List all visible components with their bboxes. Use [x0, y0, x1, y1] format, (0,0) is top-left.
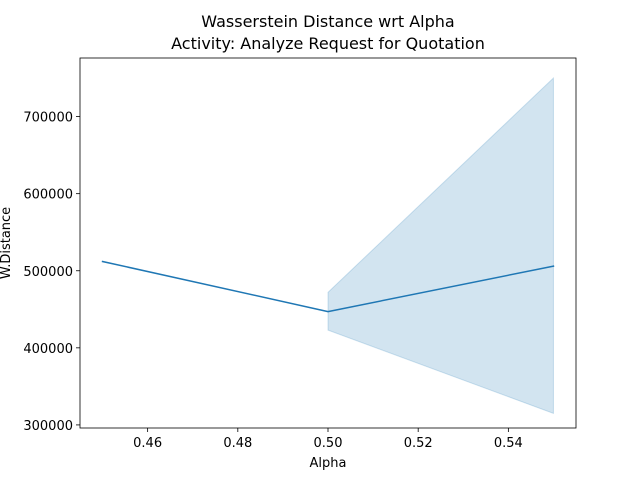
- y-tick-label: 400000: [23, 342, 73, 357]
- confidence-band: [327, 76, 554, 415]
- chart-title: Wasserstein Distance wrt Alpha: [201, 12, 454, 31]
- y-tick-label: 500000: [23, 265, 73, 280]
- y-tick-label: 700000: [23, 111, 73, 126]
- x-axis: 0.46 0.48 0.50 0.52 0.54: [133, 428, 523, 451]
- x-tick-label: 0.52: [404, 436, 433, 451]
- chart-subtitle: Activity: Analyze Request for Quotation: [171, 34, 485, 53]
- plot-area: [79, 57, 577, 429]
- y-tick-label: 600000: [23, 188, 73, 203]
- y-axis: 300000 400000 500000 600000 700000: [23, 111, 80, 434]
- x-tick-label: 0.50: [314, 436, 343, 451]
- series-line: [101, 260, 555, 313]
- x-axis-label: Alpha: [310, 456, 347, 471]
- x-tick-label: 0.54: [494, 436, 523, 451]
- x-tick-label: 0.46: [133, 436, 162, 451]
- y-axis-label: W.Distance: [0, 207, 14, 279]
- x-tick-label: 0.48: [223, 436, 252, 451]
- y-tick-label: 300000: [23, 419, 73, 434]
